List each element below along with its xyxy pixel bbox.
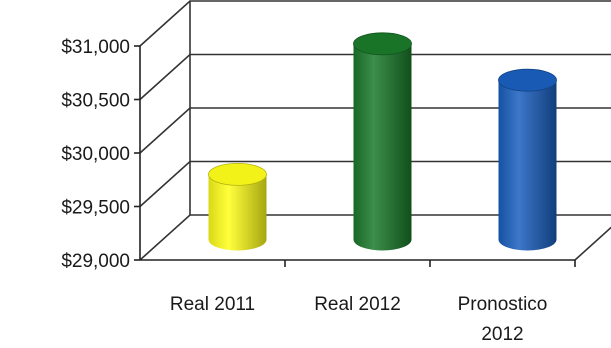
y-tick-label: $29,000: [61, 251, 130, 272]
x-category-label: Pronostico 2012: [458, 294, 548, 345]
bar: [498, 68, 557, 251]
x-axis-labels: Real 2011 Real 2012 Pronostico 2012: [170, 294, 548, 345]
floor-right-edge: [574, 226, 611, 261]
bar-body: [498, 80, 557, 251]
y-tick-label: $30,000: [61, 144, 130, 165]
bar-body: [208, 174, 267, 251]
y-tick-label: $31,000: [61, 37, 130, 58]
y-tick-label: $30,500: [61, 91, 130, 112]
bar-top: [353, 32, 412, 56]
bar: [353, 32, 412, 251]
chart-gridlines: [139, 0, 611, 261]
bar-top: [498, 68, 557, 92]
y-axis-ticks: $29,000 $29,500 $30,000 $30,500 $31,000: [61, 37, 130, 272]
x-category-label: Real 2012: [314, 294, 401, 315]
bar: [208, 162, 267, 251]
bar-body: [353, 43, 412, 251]
chart-axes: [134, 45, 576, 267]
x-category-label: Real 2011: [170, 294, 255, 315]
bar-top: [208, 162, 267, 186]
chart-bars: [208, 32, 557, 251]
y-tick-label: $29,500: [61, 198, 130, 219]
